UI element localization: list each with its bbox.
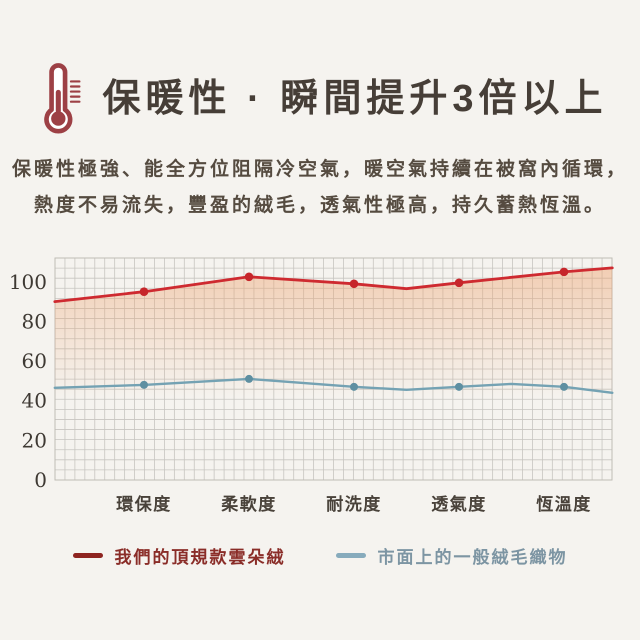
subtitle-line-1: 保暖性極強、能全方位阻隔冷空氣，暖空氣持續在被窩內循環， [11,159,628,180]
legend-label-ours: 我們的頂規款雲朵絨 [114,548,286,567]
subtitle-line-2: 熱度不易流失，豐盈的絨毛，透氣性極高，持久蓄熱恆溫。 [33,195,606,216]
thermometer-icon [43,63,81,134]
header: 保暖性 · 瞬間提升3倍以上 [0,62,640,138]
legend-label-market: 市面上的一般絨毛織物 [377,548,568,567]
svg-text:柔軟度: 柔軟度 [221,494,277,514]
subtitle: 保暖性極強、能全方位阻隔冷空氣，暖空氣持續在被窩內循環， 熱度不易流失，豐盈的絨… [0,152,640,224]
svg-text:環保度: 環保度 [116,494,172,514]
red-line-swatch [72,553,103,558]
svg-text:透氣度: 透氣度 [431,494,487,514]
chart-canvas: 0 20 40 60 80 100 環保度 柔軟度 耐洗度 透氣度 恆溫度 [9,257,614,514]
svg-text:100: 100 [9,270,47,294]
svg-text:60: 60 [22,349,47,373]
svg-text:20: 20 [22,428,47,452]
page-title: 保暖性 · 瞬間提升3倍以上 [102,78,608,121]
svg-text:80: 80 [22,309,47,333]
svg-text:恆溫度: 恆溫度 [536,494,592,514]
legend-item-market: 市面上的一般絨毛織物 [335,543,568,568]
svg-text:耐洗度: 耐洗度 [326,494,382,514]
performance-line-chart: 0 20 40 60 80 100 環保度 柔軟度 耐洗度 透氣度 恆溫度 [0,240,640,540]
svg-text:40: 40 [22,389,47,413]
blue-line-swatch [335,553,366,558]
svg-text:0: 0 [34,468,47,492]
chart-legend: 我們的頂規款雲朵絨 市面上的一般絨毛織物 [0,543,640,568]
legend-item-ours: 我們的頂規款雲朵絨 [72,543,286,568]
